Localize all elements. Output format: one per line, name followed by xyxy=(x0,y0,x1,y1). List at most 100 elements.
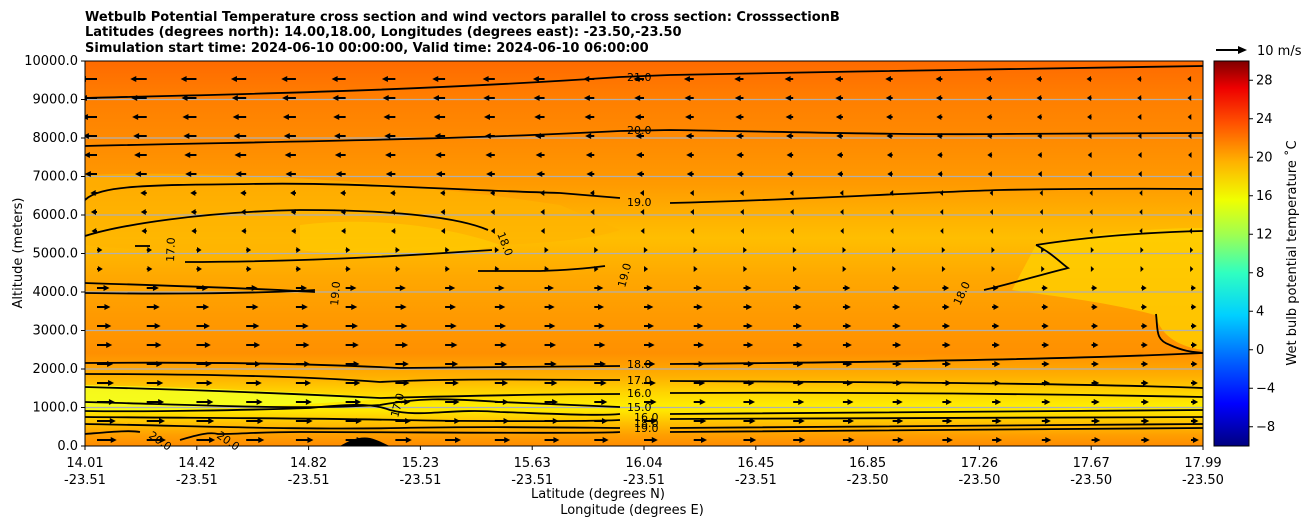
wind-vector-head xyxy=(355,399,362,405)
wind-vector-head xyxy=(190,209,196,215)
wind-vector-head xyxy=(1043,304,1049,310)
wind-vector-head xyxy=(350,285,357,291)
wind-vector-head xyxy=(1086,76,1092,82)
wind-vector-head xyxy=(197,266,202,272)
wind-vector-head xyxy=(1043,361,1050,367)
wind-vector-head xyxy=(601,399,608,405)
wind-vector-head xyxy=(540,228,545,234)
wind-vector-head xyxy=(696,304,703,310)
wind-vector-head xyxy=(886,114,892,120)
wind-vector-head xyxy=(445,247,450,253)
wind-vector-head xyxy=(203,304,210,310)
contour-label-17-low: 17.0 xyxy=(627,374,652,387)
wind-vector-head xyxy=(945,399,952,405)
wind-vector-head xyxy=(647,304,654,310)
wind-vector-head xyxy=(633,76,640,82)
wind-vector-head xyxy=(643,247,648,253)
wind-vector-head xyxy=(255,380,262,386)
wind-vector-head xyxy=(696,285,703,291)
wind-vector-head xyxy=(134,152,141,158)
wind-vector-head xyxy=(246,266,252,272)
wind-vector-head xyxy=(445,266,450,272)
wind-vector-head xyxy=(1089,190,1093,196)
wind-vector-head xyxy=(796,342,803,348)
wind-vector-head xyxy=(381,76,388,82)
wind-vector-head xyxy=(985,76,991,82)
wind-vector-head xyxy=(97,247,103,253)
wind-vector-head xyxy=(1143,418,1150,424)
wind-vector-head xyxy=(1140,247,1144,253)
grid-lines xyxy=(85,98,1203,409)
wind-vector-head xyxy=(1190,266,1194,272)
wind-vector-head xyxy=(233,133,240,139)
contour-line-17-low xyxy=(85,373,1203,389)
wind-vector-head xyxy=(1039,228,1043,234)
wind-vector-head xyxy=(551,380,558,386)
colorbar-tick-label: 28 xyxy=(1256,73,1273,88)
wind-vector-head xyxy=(795,304,802,310)
wind-vector-head xyxy=(796,323,803,329)
wind-vector-head xyxy=(1192,418,1199,424)
wind-vector-head xyxy=(941,247,946,253)
wind-vector-head xyxy=(401,323,408,329)
contour-line-18-lowest xyxy=(85,416,1203,423)
wind-vector-head xyxy=(599,342,606,348)
wind-vector-head xyxy=(483,95,490,101)
wind-vector-head xyxy=(209,437,216,443)
wind-vector-head xyxy=(282,95,289,101)
wind-vector-head xyxy=(402,342,409,348)
wind-vector-head xyxy=(440,190,445,196)
wind-vector-head xyxy=(1189,209,1192,215)
wind-vector-head xyxy=(1142,323,1148,329)
wind-vector-head xyxy=(85,171,91,177)
wind-vector-head xyxy=(1142,342,1148,348)
wind-vector-head xyxy=(990,228,994,234)
x-tick-label-lon: -23.51 xyxy=(288,473,330,488)
wind-vector-head xyxy=(989,209,993,215)
wind-vector-head xyxy=(836,152,842,158)
wind-vector-head xyxy=(435,171,442,177)
wind-vector-head xyxy=(153,304,160,310)
wind-vector-head xyxy=(697,323,704,329)
contour-label-19-lowest: 19.0 xyxy=(634,422,659,435)
x-tick-label-lat: 16.45 xyxy=(737,456,774,471)
y-tick-label: 3000.0 xyxy=(33,324,79,339)
wind-vector-head xyxy=(1192,399,1199,405)
wind-vector-head xyxy=(986,95,992,101)
wind-vector-head xyxy=(1137,95,1142,101)
wind-vector-head xyxy=(183,133,190,139)
contour-line-19-left xyxy=(85,282,316,295)
wind-vector-head xyxy=(106,342,113,348)
wind-vector-head xyxy=(240,190,246,196)
wind-vector-head xyxy=(1086,95,1092,101)
colorbar-tick-label: 20 xyxy=(1256,150,1273,165)
wind-vector-head xyxy=(450,323,457,329)
wind-vector-head xyxy=(485,152,492,158)
wind-vector-head xyxy=(697,342,704,348)
chart-title-line-1: Wetbulb Potential Temperature cross sect… xyxy=(85,10,840,25)
wind-vector-head xyxy=(735,114,742,120)
wind-vector-head xyxy=(384,133,391,139)
contour-line-15 xyxy=(85,398,621,409)
wind-vector-head xyxy=(937,171,942,177)
wind-vector-head xyxy=(1042,285,1048,291)
wind-vector-head xyxy=(743,247,747,253)
wind-vector-head xyxy=(285,171,292,177)
x-axis: 14.01 -23.51 14.42 -23.51 14.82 -23.51 15.23 -2… xyxy=(64,446,1224,488)
wind-vector-head xyxy=(835,95,842,101)
wind-vector-head xyxy=(305,399,312,405)
contour-line-17 xyxy=(184,249,493,263)
wind-vector-head xyxy=(204,342,211,348)
wind-vector-head xyxy=(104,304,111,310)
wind-vector-head xyxy=(895,361,902,367)
wind-vector-head xyxy=(798,399,805,405)
wind-vector-head xyxy=(155,342,162,348)
wind-vector-head xyxy=(157,380,164,386)
wind-vector-head xyxy=(1087,114,1092,120)
chart-title-line-2: Latitudes (degrees north): 14.00,18.00, … xyxy=(85,25,682,40)
wind-vector-head xyxy=(132,114,139,120)
wind-vector-head xyxy=(746,304,753,310)
wind-vector-head xyxy=(1191,323,1197,329)
wind-vector-head xyxy=(108,380,115,386)
wind-vector-head xyxy=(639,190,644,196)
